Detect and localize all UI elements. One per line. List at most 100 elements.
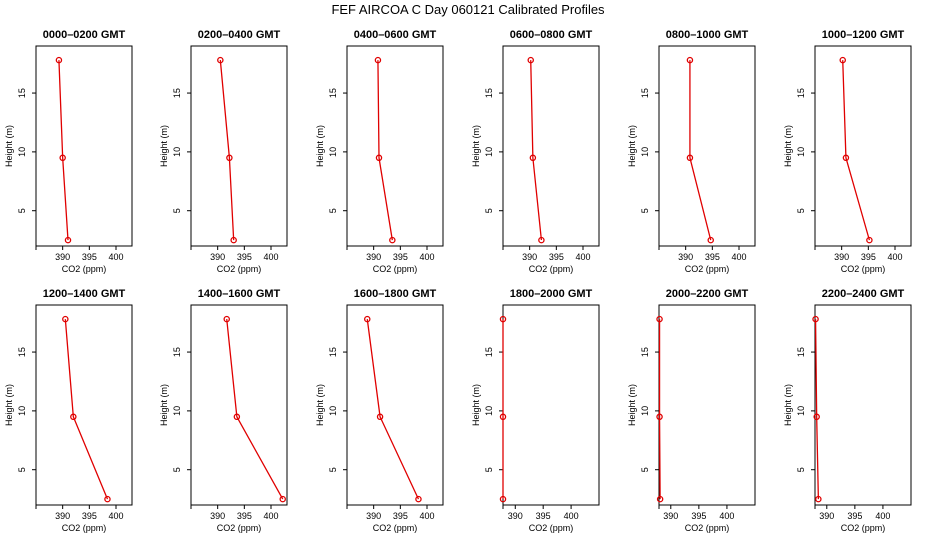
chart-panel: 1800–2000 GMT 390 395 400 5 10 15 CO2 (ppm) Heig… [471,288,600,533]
y-tick-label: 10 [172,147,182,157]
panels: 0000–0200 GMT 390 395 400 5 10 15 CO2 (ppm) Heig… [4,29,912,533]
x-tick-label: 400 [263,252,278,262]
profile-line [814,319,820,500]
y-tick-label: 10 [484,147,494,157]
x-tick-label: 400 [719,511,734,521]
y-tick-label: 15 [796,347,806,357]
x-tick-label: 395 [861,252,876,262]
y-tick-label: 15 [484,347,494,357]
data-point [233,413,241,421]
y-tick-label: 10 [17,406,27,416]
panel-title: 1400–1600 GMT [198,288,281,300]
x-tick-label: 390 [508,511,523,521]
plot-frame [346,304,444,506]
panel-title: 2000–2200 GMT [666,288,749,300]
figure-title: FEF AIRCOA C Day 060121 Calibrated Profi… [331,2,605,17]
plot-frame [35,45,133,247]
panel-title: 0600–0800 GMT [510,29,593,41]
profile-line [377,60,393,241]
y-tick-label: 5 [484,467,494,472]
y-tick-label: 10 [640,147,650,157]
panel-title: 0200–0400 GMT [198,29,281,41]
y-tick-label: 15 [172,88,182,98]
y-tick-label: 5 [172,208,182,213]
y-tick-label: 5 [640,467,650,472]
chart-panel: 1000–1200 GMT 390 395 400 5 10 15 CO2 (ppm) Heig… [783,29,912,274]
x-tick-label: 395 [82,252,97,262]
x-tick-label: 400 [731,252,746,262]
chart-panel: 2000–2200 GMT 390 395 400 5 10 15 CO2 (ppm) Heig… [627,288,756,533]
data-point [527,56,534,64]
chart-panel: 0600–0800 GMT 390 395 400 5 10 15 CO2 (ppm) Heig… [471,29,600,274]
data-point [707,236,714,244]
y-tick-label: 15 [172,347,182,357]
data-point [656,315,663,323]
y-tick-label: 10 [172,406,182,416]
x-tick-label: 390 [210,511,225,521]
data-point [364,315,371,323]
plot-frame [502,304,600,506]
data-point [866,236,873,244]
data-point [686,56,694,64]
data-point [226,154,233,162]
plot-frame [502,45,600,247]
chart-panel: 0400–0600 GMT 390 395 400 5 10 15 CO2 (ppm) Heig… [315,29,444,274]
x-tick-label: 400 [419,511,434,521]
profile-line [658,319,661,500]
y-axis-label: Height (m) [783,125,793,167]
x-axis-label: CO2 (ppm) [373,523,418,533]
data-point [499,413,507,421]
data-point [813,413,820,421]
x-tick-label: 395 [237,511,252,521]
y-axis-label: Height (m) [4,384,14,426]
x-axis-label: CO2 (ppm) [685,523,730,533]
chart-panel: 0800–1000 GMT 390 395 400 5 10 15 CO2 (ppm) Heig… [627,29,756,274]
x-axis-label: CO2 (ppm) [841,264,886,274]
y-tick-label: 10 [328,406,338,416]
y-tick-label: 10 [640,406,650,416]
profile-line [842,60,871,241]
data-point [538,236,545,244]
data-point [842,154,850,162]
panel-title: 0400–0600 GMT [354,29,437,41]
data-point [812,315,819,323]
plot-frame [346,45,444,247]
x-tick-label: 395 [393,252,408,262]
y-tick-label: 5 [796,208,806,213]
y-tick-label: 5 [172,467,182,472]
y-tick-label: 5 [640,208,650,213]
y-tick-label: 10 [796,406,806,416]
x-tick-label: 390 [366,511,381,521]
x-tick-label: 400 [575,252,590,262]
y-tick-label: 15 [17,347,27,357]
profile-line [366,319,420,500]
x-tick-label: 395 [549,252,564,262]
x-axis-label: CO2 (ppm) [62,264,107,274]
data-point [62,315,69,323]
y-axis-label: Height (m) [159,384,169,426]
x-axis-label: CO2 (ppm) [373,264,418,274]
data-point [415,495,422,503]
x-tick-label: 390 [55,511,70,521]
x-tick-label: 390 [819,511,834,521]
y-tick-label: 10 [484,406,494,416]
data-point [656,413,663,421]
panel-title: 1200–1400 GMT [43,288,126,300]
data-point [656,495,664,503]
data-point [686,154,694,162]
data-point [59,154,66,162]
data-point [223,315,230,323]
y-tick-label: 15 [17,88,27,98]
panel-title: 1600–1800 GMT [354,288,437,300]
y-axis-label: Height (m) [159,125,169,167]
x-tick-label: 395 [82,511,97,521]
y-tick-label: 15 [640,88,650,98]
x-tick-label: 400 [263,511,278,521]
profile-line [58,60,69,241]
y-tick-label: 5 [484,208,494,213]
x-tick-label: 390 [522,252,537,262]
x-tick-label: 390 [834,252,849,262]
y-tick-label: 10 [17,147,27,157]
x-tick-label: 395 [847,511,862,521]
